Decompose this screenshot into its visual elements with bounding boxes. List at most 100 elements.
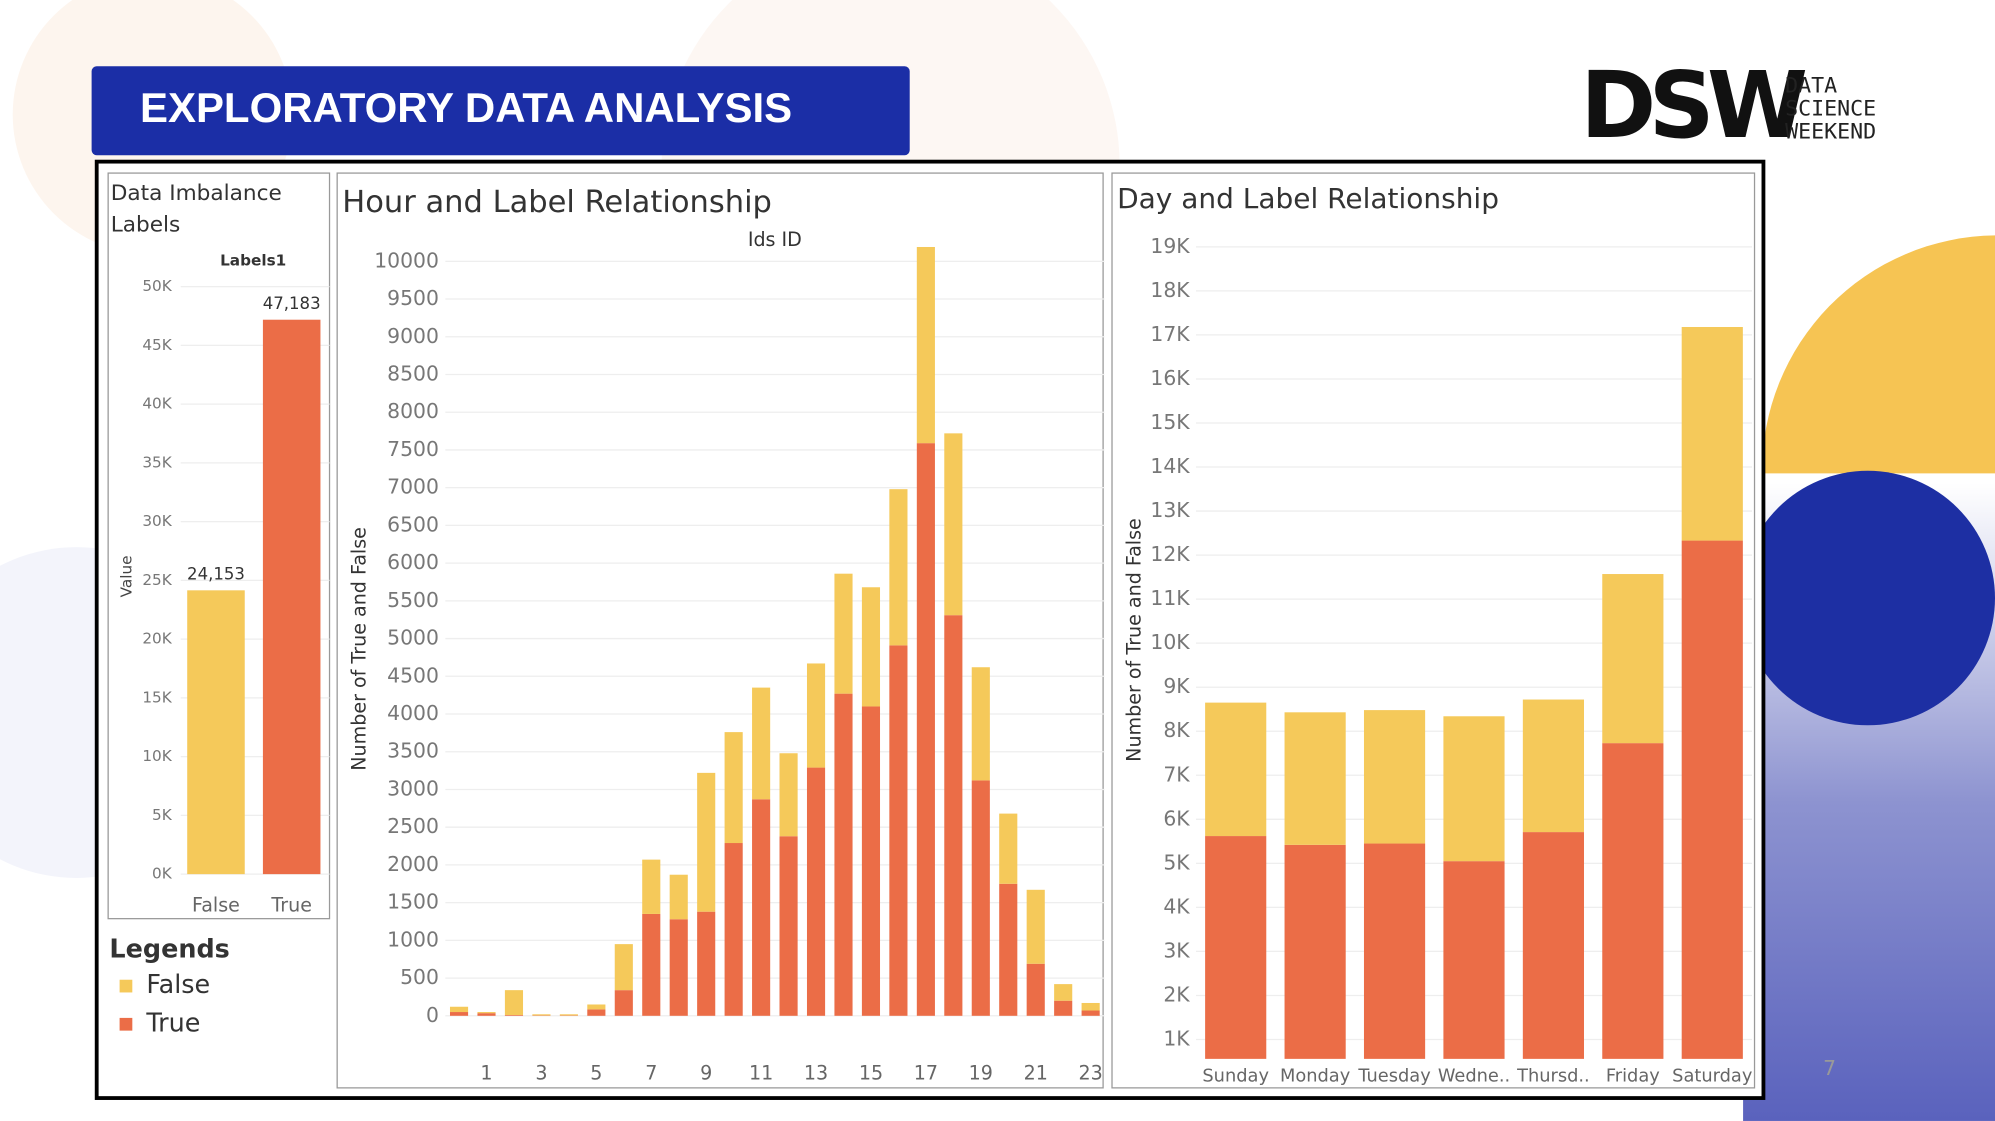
bar-segment [1363,843,1426,1059]
y-tick-label: 45K [142,336,172,354]
bar-segment [971,667,990,781]
y-tick-label: 10K [1150,630,1190,654]
legend-label: False [146,969,210,999]
legend-swatch [119,1017,133,1031]
bar-segment [1026,889,1045,964]
value-label: 24,153 [187,565,245,584]
bar-segment [614,944,633,991]
bar-segment [669,874,688,920]
y-tick-label: 9000 [387,324,439,348]
y-tick-label: 16K [1150,366,1190,390]
bar-segment [449,1006,469,1013]
bar [187,590,245,875]
y-tick-label: 1000 [387,927,439,951]
bar-segment [724,732,743,844]
bar-segment [477,1012,496,1014]
y-tick-label: 15K [142,688,172,706]
bar-segment [1284,712,1346,845]
bar-segment [532,1014,551,1016]
x-tick-label: False [192,894,240,916]
y-tick-label: 4K [1163,894,1190,918]
y-tick-label: 9K [1163,674,1190,698]
y-tick-label: 6K [1163,806,1190,830]
y-tick-label: 0K [152,865,173,883]
bar-segment [916,443,935,1016]
bar-segment [449,1012,469,1016]
y-tick-label: 18K [1150,278,1190,302]
bar-segment [1205,702,1267,837]
x-tick-label: Friday [1606,1065,1660,1086]
y-axis-label: Number of True and False [349,527,371,771]
bar-segment [504,990,524,1016]
x-tick-label: 9 [700,1062,712,1084]
y-tick-label: 10K [142,747,172,765]
bar-segment [559,1014,578,1016]
y-tick-label: 7500 [387,437,439,461]
y-tick-label: 10000 [374,248,439,272]
bar [262,319,321,875]
bar-segment [1443,861,1505,1059]
y-tick-label: 2000 [387,852,439,876]
bar-segment [861,587,881,707]
bar-segment [477,1013,496,1016]
bar-segment [587,1009,606,1016]
bar-segment [1054,1000,1073,1016]
bar-segment [944,433,963,616]
y-tick-label: 7000 [387,475,439,499]
bar-segment [1681,326,1743,541]
panel [336,172,1104,1089]
decor-semicircle [1762,235,1995,474]
y-tick-label: 11K [1150,586,1190,610]
chart-subtitle: Ids ID [748,229,802,251]
x-tick-label: 3 [535,1062,547,1084]
bar-segment [752,799,771,1016]
bar-segment [1284,844,1346,1059]
chart-title: Data Imbalance Labels [110,180,282,238]
slide-title: EXPLORATORY DATA ANALYSIS [140,84,792,131]
y-tick-label: 5K [152,806,173,824]
bar-segment [1054,984,1073,1001]
y-tick-label: 5500 [387,588,439,612]
y-tick-label: 13K [1150,498,1190,522]
chart-subtitle: Labels1 [220,251,286,269]
y-tick-label: 9500 [387,286,439,310]
bar-segment [697,911,716,1016]
y-tick-label: 500 [400,965,439,989]
page-number: 7 [1823,1056,1836,1080]
legend-label: True [145,1007,200,1037]
bar-segment [1522,699,1584,833]
y-tick-label: 4500 [387,663,439,687]
x-tick-label: 19 [969,1062,993,1084]
chart-title-box: Data Imbalance Labels [110,180,282,238]
x-tick-label: 5 [590,1062,602,1084]
bar-segment [1443,716,1505,862]
bar-segment [999,883,1018,1016]
bar-segment [1522,832,1584,1059]
bar-segment [971,780,990,1016]
y-tick-label: 6500 [387,512,439,536]
y-tick-label: 12K [1150,542,1190,566]
y-tick-label: 15K [1150,410,1190,434]
y-tick-label: 25K [142,571,172,589]
bar-segment [834,693,853,1016]
x-tick-label: 13 [804,1062,828,1084]
logo-mark: DSW [1580,52,1806,159]
logo-text: DATA [1785,74,1837,99]
y-tick-label: 3000 [387,776,439,800]
bar-segment [806,663,826,768]
x-tick-label: 21 [1024,1062,1048,1084]
x-tick-label: 7 [645,1062,657,1084]
x-tick-label: True [270,894,312,916]
y-tick-label: 3K [1163,938,1190,962]
bar-segment [1081,1002,1100,1011]
bar-segment [889,645,908,1016]
y-axis-label: Value [118,555,136,597]
y-tick-label: 6000 [387,550,439,574]
bar-segment [642,913,661,1016]
bar-segment [1363,710,1426,844]
bar-segment [697,772,716,912]
y-tick-label: 3500 [387,739,439,763]
